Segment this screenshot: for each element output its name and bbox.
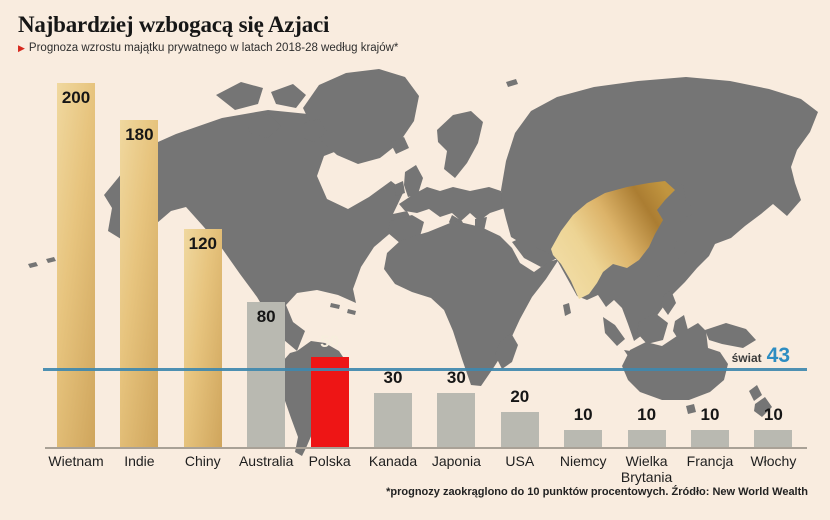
bar-category-indie: Indie: [124, 453, 155, 469]
bar-category-wietnam: Wietnam: [48, 453, 104, 469]
map-japan: [672, 184, 694, 259]
world-average-line: [43, 368, 807, 372]
map-north-america: [104, 110, 413, 351]
bar-value-wietnam: 200: [61, 88, 91, 107]
world-average-annotation: świat 43: [690, 344, 790, 370]
bar-value-australia: 80: [256, 307, 276, 326]
bar-usa: [500, 411, 539, 448]
world-average-value: 43: [766, 343, 790, 367]
bar-value-chiny: 120: [188, 234, 217, 253]
bar-wietnam: [57, 83, 95, 448]
bar-niemcy: [564, 429, 603, 448]
x-axis-line: [45, 447, 807, 449]
bar-category-australia: Australia: [238, 453, 294, 469]
bar-category-włochy: Włochy: [750, 453, 797, 469]
page-title: Najbardziej wzbogacą się Azjaci: [18, 12, 330, 37]
bar-category-polska: Polska: [308, 453, 351, 469]
bar-włochy: [754, 429, 793, 448]
map-europe: [388, 111, 505, 244]
bar-chiny: [183, 229, 222, 448]
bar-value-usa: 20: [510, 386, 530, 406]
bar-australia: [247, 302, 286, 448]
chart-header: Najbardziej wzbogacą się Azjaci ▶ Progno…: [18, 12, 398, 54]
bar-category-wielka-brytania: Wielka Brytania: [620, 453, 673, 485]
bar-value-polska: 50: [320, 331, 340, 351]
chart-subtitle-row: ▶ Prognoza wzrostu majątku prywatnego w …: [18, 42, 398, 54]
bar-category-usa: USA: [505, 453, 535, 469]
map-highlight-china-india: [551, 181, 675, 299]
bullet-triangle-icon: ▶: [18, 42, 25, 53]
bar-category-francja: Francja: [686, 453, 734, 469]
map-greenland: [303, 69, 419, 164]
bar-category-japonia: Japonia: [431, 453, 481, 469]
bar-value-niemcy: 10: [573, 404, 593, 424]
bar-value-francja: 10: [700, 404, 720, 424]
bar-category-niemcy: Niemcy: [559, 453, 607, 469]
bar-value-japonia: 30: [446, 368, 466, 388]
bar-polska: [310, 356, 349, 448]
map-new-zealand: [749, 385, 772, 417]
bar-category-kanada: Kanada: [368, 453, 418, 469]
source-footnote: *prognozy zaokrąglono do 10 punktów proc…: [386, 486, 808, 498]
bar-indie: [120, 119, 159, 448]
bar-japonia: [437, 393, 476, 448]
map-madagascar: [495, 333, 518, 369]
chart-subtitle: Prognoza wzrostu majątku prywatnego w la…: [28, 42, 399, 54]
bar-value-włochy: 10: [763, 404, 783, 424]
bar-value-indie: 180: [125, 124, 154, 144]
map-sea-islands: [563, 275, 756, 364]
bar-value-wielka-brytania: 10: [637, 404, 657, 424]
bar-wielka-brytania: [627, 429, 666, 448]
bar-category-chiny: Chiny: [184, 453, 221, 469]
bar-francja: [691, 429, 729, 448]
bar-kanada: [374, 393, 412, 448]
bar-value-kanada: 30: [383, 368, 403, 388]
map-arctic-islands: [216, 82, 327, 142]
world-average-label: świat: [731, 350, 762, 365]
map-africa: [384, 221, 559, 386]
